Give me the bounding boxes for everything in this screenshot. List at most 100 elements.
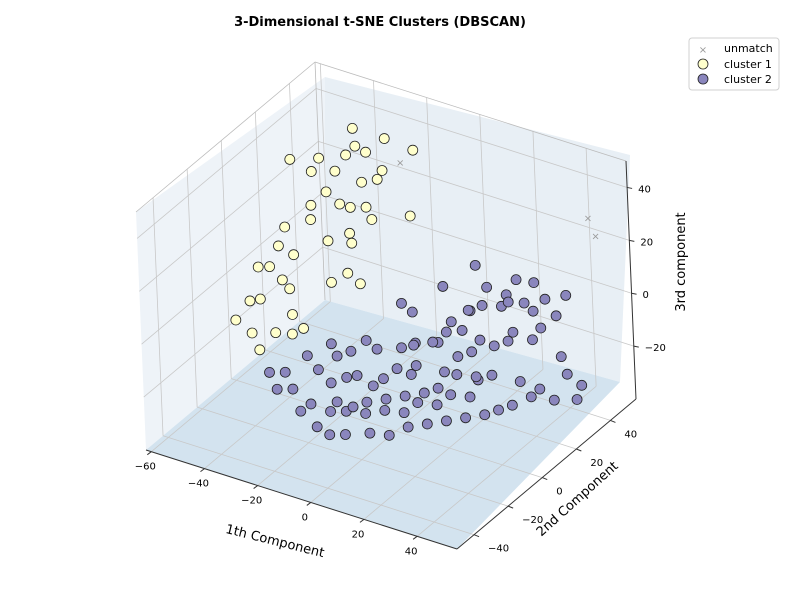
point-cluster-2 [548,394,560,406]
z-tick-mark [631,292,637,295]
z-axis-line [625,160,637,400]
point-cluster-2 [535,322,547,334]
point-cluster-2 [571,394,583,405]
x-tick-mark [200,468,205,473]
legend-frame [688,37,780,91]
point-cluster-1 [346,122,358,134]
y-tick-label: −40 [488,544,509,555]
point-cluster-1 [344,227,355,239]
point-cluster-2 [464,391,476,403]
point-cluster-1 [252,261,264,273]
x-tick-mark [147,451,152,456]
z-axis-label: 3rd component [674,212,689,311]
x-tick-mark [412,535,418,540]
point-cluster-2 [398,407,410,419]
point-cluster-2 [364,427,376,439]
y-axis-label: 2nd Component [534,459,622,540]
y-tick-mark [576,448,582,452]
point-cluster-1 [340,149,351,161]
point-cluster-2 [361,396,373,408]
legend-label-unmatch: unmatch [724,42,773,55]
point-cluster-2 [437,281,449,292]
point-cluster-1 [305,214,316,225]
pane-edge [314,61,326,301]
point-cluster-2 [402,421,414,433]
y-gridline-side [289,83,300,322]
point-cluster-2 [479,409,491,421]
z-gridline-back [320,193,632,294]
point-cluster-1 [378,133,390,144]
pane-edge [314,61,627,162]
point-unmatch: × [591,232,599,243]
point-cluster-2 [421,418,433,430]
point-cluster-2 [396,297,407,309]
point-cluster-1 [366,214,378,225]
point-cluster-2 [408,339,420,351]
point-cluster-2 [474,334,486,346]
point-cluster-1 [329,165,341,177]
legend-label-cluster-1: cluster 1 [724,58,772,71]
point-cluster-2 [279,366,291,378]
legend-marker-cluster-1 [697,58,709,70]
point-cluster-2 [466,346,478,358]
chart-title: 3-Dimensional t-SNE Clusters (DBSCAN) [234,15,526,30]
point-cluster-2 [396,342,407,354]
point-cluster-2 [360,408,372,419]
point-cluster-2 [345,345,357,357]
point-cluster-2 [360,335,372,346]
point-cluster-2 [406,306,418,318]
point-cluster-2 [313,364,324,376]
point-cluster-2 [456,325,468,336]
point-cluster-2 [379,405,391,416]
point-cluster-2 [527,305,539,317]
point-cluster-2 [534,383,546,395]
z-gridline-side [139,141,319,292]
y-tick-label: −20 [522,515,543,526]
y-gridline-side [186,169,198,408]
point-cluster-1 [254,293,266,305]
y-gridline-side [254,111,266,351]
y-axis-line [456,398,637,550]
point-cluster-1 [354,278,366,290]
x-tick-label: −20 [241,496,262,507]
y-gridline-side [220,140,232,379]
point-cluster-2 [351,370,363,381]
point-cluster-1 [404,210,416,222]
point-cluster-1 [284,153,296,165]
point-cluster-1 [270,327,282,339]
point-cluster-2 [331,396,343,408]
point-cluster-1 [346,237,358,249]
y-gridline-floor [162,435,475,536]
point-cluster-2 [502,335,514,347]
point-cluster-1 [342,267,354,279]
point-cluster-2 [445,316,457,328]
x-gridline-floor [416,386,597,537]
z-tick-mark [629,239,635,242]
point-cluster-2 [451,369,463,380]
y-tick-label: 40 [624,429,637,440]
y-tick-label: 20 [590,458,603,469]
point-cluster-1 [322,235,334,247]
x-gridline-floor [363,369,544,520]
point-cluster-2 [371,343,383,355]
side-pane [136,77,325,450]
x-tick-label: 40 [405,546,418,557]
point-cluster-1 [279,221,291,233]
point-cluster-1 [360,201,372,213]
point-cluster-2 [405,369,417,380]
y-tick-mark [542,477,548,481]
point-cluster-2 [418,387,430,399]
point-cluster-2 [295,405,307,417]
point-cluster-1 [246,327,258,339]
point-cluster-2 [427,336,439,348]
z-tick-label: 40 [638,184,651,195]
point-cluster-1 [376,165,388,176]
point-cluster-1 [326,277,337,288]
point-cluster-2 [325,338,337,350]
z-tick-label: −20 [645,343,666,354]
point-cluster-2 [518,297,530,309]
legend-label-cluster-2: cluster 2 [724,73,772,86]
y-tick-label: 0 [556,487,562,498]
y-tick-mark [507,505,514,509]
point-cluster-1 [287,328,298,340]
